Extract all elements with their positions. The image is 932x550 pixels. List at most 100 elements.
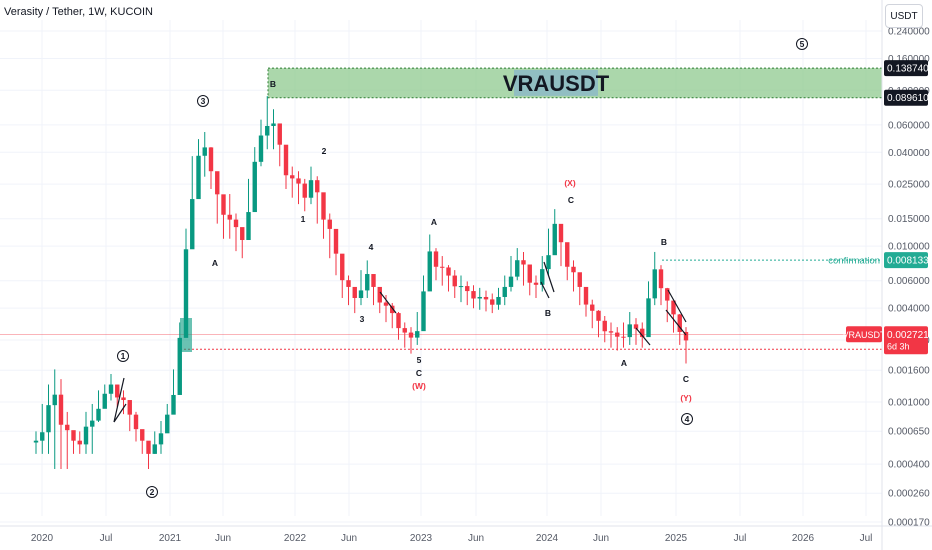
candle-body xyxy=(465,286,470,292)
candle-body xyxy=(415,331,420,338)
candle-body xyxy=(515,260,520,277)
candle-body xyxy=(365,274,370,291)
candle-body xyxy=(508,276,514,287)
candle-body xyxy=(202,147,207,156)
candle-body xyxy=(340,253,345,281)
candle-body xyxy=(258,135,264,162)
candle-body xyxy=(590,304,595,311)
chart-title: Verasity / Tether, 1W, KUCOIN xyxy=(4,6,153,18)
candle-body xyxy=(352,286,357,298)
candle-body xyxy=(496,296,501,305)
candle-body xyxy=(58,394,64,425)
candle-body xyxy=(583,286,589,305)
candle-body xyxy=(133,414,139,430)
candle-body xyxy=(421,291,426,332)
wave-label: B xyxy=(661,237,667,247)
currency-button[interactable]: USDT xyxy=(885,4,923,28)
y-tick-label: 0.001000 xyxy=(888,398,930,409)
wave-label: A xyxy=(431,217,437,227)
candle-body xyxy=(327,219,332,229)
trend-line xyxy=(113,403,127,423)
trend-line xyxy=(665,309,687,336)
candle-body xyxy=(46,405,51,433)
price-tag-bg xyxy=(884,252,928,269)
wave-label: 3 xyxy=(201,96,206,106)
wave-label: B xyxy=(270,79,276,89)
candle-body xyxy=(615,332,620,337)
candles xyxy=(33,96,689,469)
y-tick-label: 0.001600 xyxy=(888,366,930,377)
trend-line xyxy=(543,261,555,293)
candle-body xyxy=(402,328,407,333)
horizontal-levels: confirmation xyxy=(0,256,882,352)
candle-body xyxy=(358,290,364,298)
candle-body xyxy=(627,324,632,338)
symbol-tag: VRAUSDT xyxy=(842,330,886,340)
price-axis[interactable]: 0.2400000.1600000.1000000.0600000.040000… xyxy=(881,0,930,550)
candle-body xyxy=(390,305,395,314)
candle-body xyxy=(108,384,114,394)
candle-body xyxy=(677,314,682,332)
x-tick-label: Jun xyxy=(341,533,357,544)
candle-body xyxy=(102,393,107,409)
candle-body xyxy=(208,147,214,172)
y-tick-label: 0.240000 xyxy=(888,27,930,38)
price-tags: 0.138740 0.089610 0.008133 VRAUSDT 0.0027216… xyxy=(842,60,929,355)
candle-body xyxy=(565,242,570,267)
candle-body xyxy=(396,313,401,329)
wave-label: C xyxy=(683,374,689,384)
candle-body xyxy=(215,171,220,195)
wave-label: 1 xyxy=(121,351,126,361)
candle-body xyxy=(533,282,539,285)
candle-body xyxy=(127,400,132,415)
x-tick-label: Jun xyxy=(215,533,231,544)
y-tick-label: 0.000400 xyxy=(888,460,930,471)
candle-body xyxy=(527,264,532,283)
x-tick-label: 2020 xyxy=(31,533,54,544)
candle-body xyxy=(190,199,195,250)
candle-body xyxy=(621,336,626,338)
trend-drawings xyxy=(113,261,687,423)
candle-body xyxy=(671,300,676,315)
candle-body xyxy=(140,429,145,441)
wave-label: 5 xyxy=(417,355,422,365)
y-tick-label: 0.040000 xyxy=(888,148,930,159)
time-axis[interactable]: 2020 Jul 2021 Jun 2022 Jun 2023 Jun 2024 Jun 2025 J… xyxy=(0,525,932,544)
y-tick-label: 0.000170 xyxy=(888,518,930,529)
candle-body xyxy=(271,123,276,126)
x-tick-label: 2023 xyxy=(410,533,433,544)
candle-body xyxy=(477,296,482,299)
wave-label: 5 xyxy=(800,39,805,49)
y-tick-label: 0.006000 xyxy=(888,276,930,287)
y-tick-label: 0.060000 xyxy=(888,120,930,131)
grid-lines xyxy=(0,20,882,523)
trend-line xyxy=(379,291,397,314)
candle-body xyxy=(452,275,457,287)
y-tick-label: 0.025000 xyxy=(888,180,930,191)
candle-body xyxy=(633,324,639,329)
candle-body xyxy=(383,302,389,306)
candle-body xyxy=(540,269,545,285)
price-tag: 0.089610 xyxy=(887,93,929,104)
candle-body xyxy=(302,183,307,198)
x-tick-label: 2024 xyxy=(536,533,559,544)
y-tick-label: 0.015000 xyxy=(888,214,930,225)
candle-body xyxy=(265,125,270,136)
x-tick-label: Jun xyxy=(468,533,484,544)
wave-circle xyxy=(681,413,693,425)
candle-body xyxy=(308,180,314,198)
candle-body xyxy=(640,328,645,338)
candle-body xyxy=(315,180,320,193)
zone-label: VRAUSDT xyxy=(503,71,610,96)
wave-label: (Y) xyxy=(680,393,692,403)
symbol-tag-bg xyxy=(846,326,882,343)
candle-body xyxy=(602,320,607,332)
candle-body xyxy=(240,227,245,241)
y-tick-label: 0.004000 xyxy=(888,304,930,315)
trend-line xyxy=(113,377,125,423)
wave-label: 2 xyxy=(322,146,327,156)
candle-body xyxy=(608,331,614,333)
x-tick-label: Jul xyxy=(100,533,113,544)
candle-body xyxy=(433,251,439,267)
